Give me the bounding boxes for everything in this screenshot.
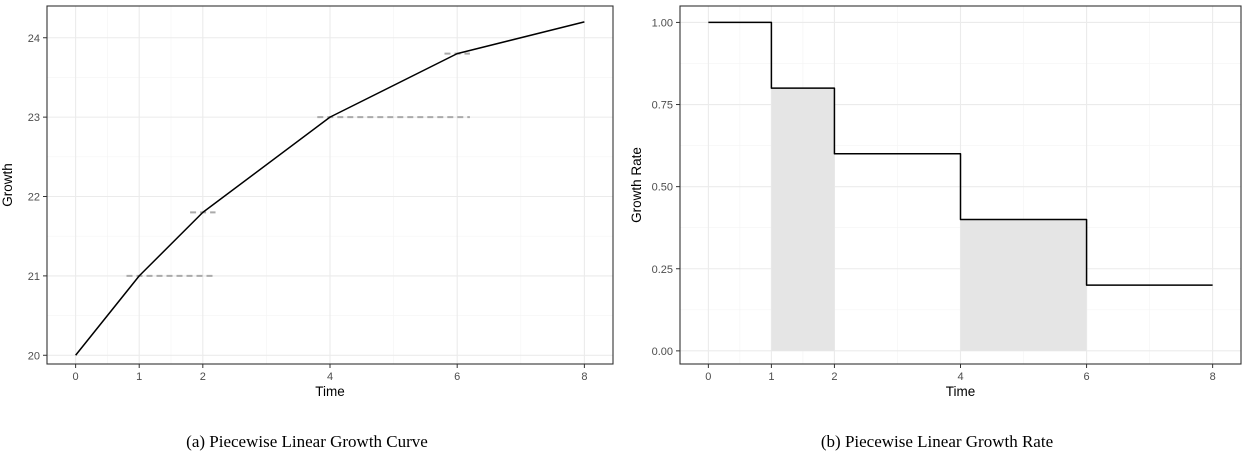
panel-b-caption: (b) Piecewise Linear Growth Rate	[821, 432, 1053, 451]
panel-b-marks	[708, 21, 1213, 351]
panel-b-ticks: 0 1 2 4 6 8 0.00 0.25 0.50 0.75 1.00	[652, 17, 1216, 383]
panel-b-x-tick-label: 1	[768, 371, 774, 383]
panel-a-x-tick-label: 6	[454, 371, 460, 383]
panel-b-series-line	[708, 21, 1213, 286]
panel-a-x-tick-label: 8	[581, 371, 587, 383]
panel-b-y-tick-label: 0.00	[652, 346, 673, 358]
panel-b-shaded-region	[960, 219, 1087, 351]
panel-a-gridlines	[47, 6, 613, 364]
panel-a-caption: (a) Piecewise Linear Growth Curve	[186, 432, 428, 451]
panel-b-y-axis-title: Growth Rate	[629, 147, 644, 223]
panel-a-series-line	[75, 21, 585, 356]
panel-a-marks	[75, 21, 585, 356]
panel-b-x-axis-title: Time	[946, 384, 976, 399]
panel-a-y-axis-title: Growth	[0, 163, 15, 207]
panel-b-x-tick-label: 0	[705, 371, 711, 383]
panel-b-y-tick-label: 0.50	[652, 182, 673, 194]
panel-a-x-axis-title: Time	[315, 384, 345, 399]
panel-b-y-tick-label: 1.00	[652, 17, 673, 29]
panel-b-shaded-region	[771, 88, 835, 351]
panel-a-x-tick-label: 2	[200, 371, 206, 383]
panel-b-y-tick-label: 0.75	[652, 100, 673, 112]
panel-a-x-tick-label: 4	[327, 371, 333, 383]
panel-b-x-tick-label: 8	[1210, 371, 1216, 383]
panel-a-y-tick-label: 22	[28, 192, 40, 204]
panel-b-x-tick-label: 4	[957, 371, 963, 383]
panel-a-y-tick-label: 20	[28, 350, 40, 362]
panel-a-x-tick-label: 1	[136, 371, 142, 383]
panel-a-y-tick-label: 21	[28, 271, 40, 283]
panel-a-y-tick-label: 23	[28, 112, 40, 124]
panel-b: 0 1 2 4 6 8 0.00 0.25 0.50 0.75 1.00 Time Growth R…	[629, 5, 1242, 451]
panel-b-x-tick-label: 2	[831, 371, 837, 383]
panel-a-y-tick-label: 24	[28, 33, 40, 45]
panel-a-x-tick-label: 0	[73, 371, 79, 383]
panel-b-y-tick-label: 0.25	[652, 264, 673, 276]
panel-b-x-tick-label: 6	[1084, 371, 1090, 383]
